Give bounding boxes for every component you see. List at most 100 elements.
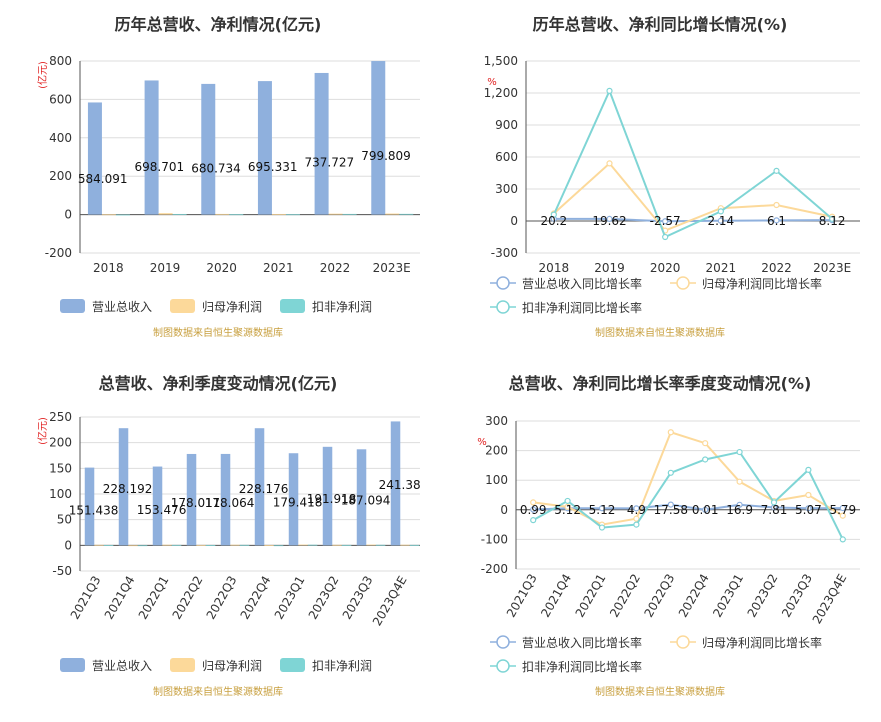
bar-revenue [144, 80, 159, 215]
data-point [530, 517, 537, 524]
bar-net-profit [158, 213, 173, 215]
legend-label: 扣非净利润 [312, 659, 372, 673]
x-tick-label: 2022Q2 [607, 572, 643, 620]
data-point [662, 233, 669, 241]
bar-net-profit [230, 544, 240, 546]
bar-net-profit [264, 545, 274, 546]
x-tick-label: 2019 [594, 261, 625, 275]
data-point [633, 521, 640, 528]
bar-deducted-profit [103, 545, 114, 546]
data-point [633, 515, 640, 522]
series-line-deducted-profit [552, 88, 833, 239]
y-unit-label: (亿元) [36, 417, 49, 445]
data-point [530, 499, 537, 506]
data-point [805, 505, 812, 512]
bar-net-profit [271, 213, 286, 215]
y-tick-label: 1,200 [484, 86, 518, 100]
data-point [702, 506, 709, 513]
legend-marker [496, 659, 510, 673]
source-note: 制图数据来自恒生聚源数据库 [595, 326, 725, 339]
data-label: 4.9 [627, 503, 646, 517]
data-label: 153.476 [137, 503, 187, 517]
data-label: 737.727 [305, 156, 355, 170]
data-label: 2.14 [707, 214, 734, 228]
x-tick-label: 2022 [320, 261, 351, 275]
x-tick-label: 2023E [373, 261, 411, 275]
y-tick-label: -50 [52, 564, 72, 578]
x-tick-label: 2023E [813, 261, 851, 275]
bar-revenue [201, 83, 216, 215]
data-label: 5.12 [554, 503, 581, 517]
data-point [736, 448, 743, 456]
y-tick-label: 0 [64, 538, 72, 552]
bar-revenue [220, 453, 231, 546]
y-tick-label: 600 [49, 92, 72, 106]
bar-deducted-profit [205, 545, 216, 546]
x-tick-label: 2021 [263, 261, 294, 275]
data-point [667, 429, 674, 436]
bar-deducted-profit [137, 545, 148, 547]
data-label: 179.418 [273, 496, 323, 510]
legend-label: 营业总收入同比增长率 [522, 635, 642, 650]
legend-marker [676, 635, 690, 649]
bar-deducted-profit [172, 213, 187, 215]
bar-deducted-profit [341, 544, 352, 546]
bar-revenue [390, 421, 401, 546]
data-point [662, 218, 669, 225]
bar-revenue [314, 72, 329, 215]
bar-deducted-profit [171, 544, 182, 546]
data-point [829, 215, 836, 222]
legend-label: 营业总收入 [92, 300, 152, 314]
x-tick-label: 2022Q4 [238, 574, 274, 622]
y-tick-label: -200 [481, 562, 508, 576]
bar-net-profit [215, 213, 230, 215]
bar-deducted-profit [409, 544, 420, 546]
data-point [839, 512, 846, 519]
y-tick-label: 600 [495, 150, 518, 164]
quarterly-amount-svg: 总营收、净利季度变动情况(亿元) -50 0 50 100 150 200 250(亿元) 20… [36, 374, 421, 698]
data-label: 17.58 [654, 503, 688, 517]
bar-net-profit [196, 544, 206, 546]
data-point [667, 501, 674, 508]
x-tick-label: 2022Q1 [136, 574, 172, 622]
data-label: 7.81 [761, 503, 788, 517]
bar-net-profit [128, 545, 138, 547]
x-tick-label: 2023Q2 [306, 574, 342, 622]
bar-deducted-profit [115, 214, 130, 216]
bar-revenue [118, 428, 129, 546]
bar-revenue [186, 453, 197, 546]
legend-swatch [170, 658, 195, 672]
chart-annual-growth: 历年总营收、净利同比增长情况(%) -300 0 300 600 900 1,200 1,50… [440, 0, 881, 359]
x-tick-label: 2023Q4E [370, 574, 410, 629]
chart-quarterly-growth: 总营收、净利同比增长率季度变动情况(%) -200 -100 0 100 200 300% 2… [440, 359, 881, 718]
data-label: 16.9 [726, 503, 753, 517]
x-tick-label: 2022Q3 [641, 572, 677, 620]
legend-label: 归母净利润 [202, 659, 262, 673]
y-tick-label: -100 [481, 532, 508, 546]
data-label: 191.918 [307, 492, 357, 506]
y-tick-label: 100 [485, 473, 508, 487]
legend-swatch [280, 658, 305, 672]
data-point [773, 201, 780, 209]
legend-label: 归母净利润 [202, 300, 262, 314]
data-label: 8.12 [819, 214, 846, 228]
data-point [770, 499, 778, 506]
chart-title: 历年总营收、净利同比增长情况(%) [533, 15, 788, 34]
legend-label: 扣非净利润 [312, 300, 372, 314]
y-tick-label: 50 [57, 513, 72, 527]
bar-revenue [152, 466, 163, 546]
bar-deducted-profit [273, 545, 284, 547]
legend-label: 扣非净利润同比增长率 [522, 300, 642, 315]
legend-label: 营业总收入 [92, 659, 152, 673]
y-tick-label: 200 [49, 169, 72, 183]
data-point [667, 469, 674, 476]
data-label: 5.12 [589, 503, 616, 517]
data-label: 178.011 [171, 496, 221, 510]
x-tick-label: 2023Q1 [710, 572, 746, 620]
bar-net-profit [101, 214, 116, 216]
x-tick-label: 2020 [206, 261, 237, 275]
y-tick-label: 100 [49, 487, 72, 501]
data-label: 695.331 [248, 160, 298, 174]
bar-net-profit [298, 544, 308, 546]
y-tick-label: 250 [49, 410, 72, 424]
